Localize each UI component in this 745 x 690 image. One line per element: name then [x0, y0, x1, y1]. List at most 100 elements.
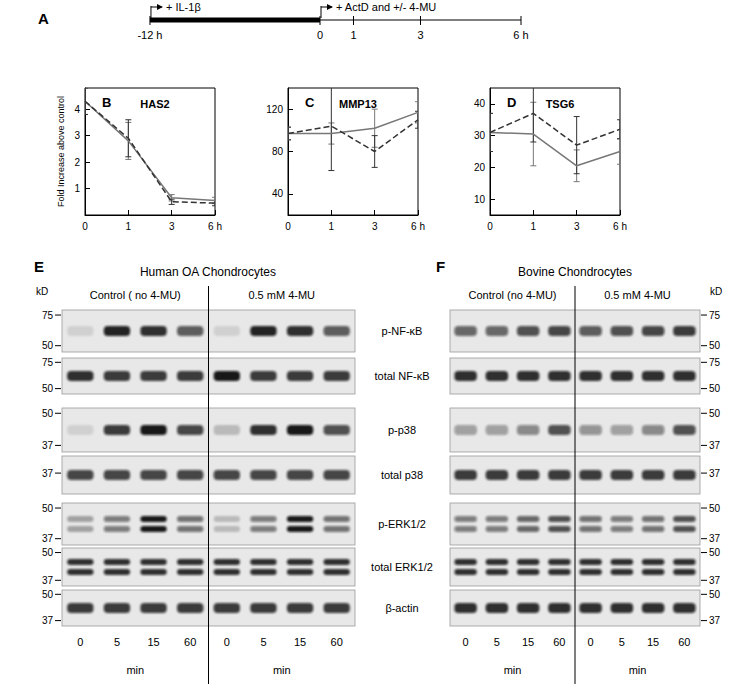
svg-text:0: 0	[317, 29, 323, 41]
svg-text:37: 37	[42, 575, 54, 586]
svg-text:min: min	[504, 664, 522, 676]
svg-text:HAS2: HAS2	[140, 98, 169, 110]
svg-text:50: 50	[42, 589, 54, 600]
svg-text:+ IL-1β: + IL-1β	[166, 1, 201, 13]
svg-text:2: 2	[74, 157, 80, 168]
svg-text:0.5 mM 4-MU: 0.5 mM 4-MU	[248, 289, 315, 301]
svg-text:6 h: 6 h	[613, 221, 627, 232]
svg-text:min: min	[629, 664, 647, 676]
svg-text:60: 60	[553, 636, 565, 648]
svg-text:37: 37	[42, 615, 54, 626]
svg-text:5: 5	[494, 636, 500, 648]
svg-text:4: 4	[74, 104, 80, 115]
svg-text:60: 60	[331, 636, 343, 648]
svg-text:1: 1	[126, 221, 132, 232]
svg-text:1: 1	[350, 29, 356, 41]
svg-text:75: 75	[42, 310, 54, 321]
svg-text:F: F	[436, 258, 445, 275]
svg-text:60: 60	[678, 636, 690, 648]
svg-text:37: 37	[709, 533, 721, 544]
svg-text:1: 1	[329, 221, 335, 232]
svg-text:37: 37	[709, 575, 721, 586]
svg-text:50: 50	[42, 408, 54, 419]
svg-text:10: 10	[474, 194, 486, 205]
svg-text:TSG6: TSG6	[546, 98, 575, 110]
svg-text:50: 50	[42, 503, 54, 514]
svg-text:15: 15	[647, 636, 659, 648]
svg-text:p-NF-κB: p-NF-κB	[382, 325, 423, 337]
svg-text:40: 40	[272, 188, 284, 199]
svg-text:p-p38: p-p38	[388, 424, 416, 436]
svg-text:0: 0	[77, 636, 83, 648]
svg-text:Control (no 4-MU): Control (no 4-MU)	[468, 289, 556, 301]
svg-text:37: 37	[42, 440, 54, 451]
svg-text:80: 80	[272, 146, 284, 157]
svg-text:1: 1	[74, 183, 80, 194]
svg-text:3: 3	[372, 221, 378, 232]
svg-text:30: 30	[474, 130, 486, 141]
svg-text:37: 37	[709, 615, 721, 626]
svg-text:3: 3	[74, 130, 80, 141]
svg-text:β-actin: β-actin	[385, 602, 418, 614]
svg-text:0: 0	[285, 221, 291, 232]
svg-text:min: min	[273, 664, 291, 676]
svg-text:min: min	[126, 664, 144, 676]
svg-text:37: 37	[42, 468, 54, 479]
svg-text:50: 50	[42, 547, 54, 558]
svg-text:C: C	[305, 95, 315, 110]
svg-text:3: 3	[574, 221, 580, 232]
svg-text:Human OA Chondrocytes: Human OA Chondrocytes	[140, 265, 276, 279]
svg-text:6 h: 6 h	[513, 29, 528, 41]
svg-text:75: 75	[42, 357, 54, 368]
svg-text:120: 120	[266, 104, 283, 115]
svg-text:50: 50	[709, 547, 721, 558]
svg-text:0: 0	[224, 636, 230, 648]
svg-text:20: 20	[474, 162, 486, 173]
svg-text:total NF-κB: total NF-κB	[374, 370, 429, 382]
svg-text:15: 15	[522, 636, 534, 648]
svg-text:0: 0	[82, 221, 88, 232]
svg-text:15: 15	[147, 636, 159, 648]
svg-text:A: A	[38, 10, 49, 27]
svg-text:75: 75	[709, 357, 721, 368]
svg-text:1: 1	[531, 221, 537, 232]
svg-text:B: B	[102, 95, 111, 110]
svg-text:37: 37	[709, 440, 721, 451]
svg-text:5: 5	[114, 636, 120, 648]
svg-text:40: 40	[474, 98, 486, 109]
svg-text:D: D	[507, 95, 516, 110]
svg-text:50: 50	[709, 408, 721, 419]
svg-text:+ ActD and +/- 4-MU: + ActD and +/- 4-MU	[336, 1, 436, 13]
svg-text:kD: kD	[710, 286, 722, 297]
svg-text:6 h: 6 h	[411, 221, 425, 232]
svg-text:Control ( no 4-MU): Control ( no 4-MU)	[90, 289, 181, 301]
svg-text:E: E	[34, 258, 44, 275]
svg-text:50: 50	[709, 340, 721, 351]
svg-text:0.5 mM 4-MU: 0.5 mM 4-MU	[604, 289, 671, 301]
svg-text:kD: kD	[36, 286, 48, 297]
svg-text:3: 3	[169, 221, 175, 232]
svg-text:Fold Increase above control: Fold Increase above control	[56, 96, 66, 207]
svg-text:-12 h: -12 h	[137, 29, 162, 41]
svg-text:5: 5	[619, 636, 625, 648]
svg-text:37: 37	[709, 468, 721, 479]
svg-text:MMP13: MMP13	[339, 98, 377, 110]
svg-text:3: 3	[417, 29, 423, 41]
svg-text:50: 50	[42, 383, 54, 394]
svg-text:37: 37	[42, 533, 54, 544]
svg-text:50: 50	[42, 340, 54, 351]
svg-text:Bovine Chondrocytes: Bovine Chondrocytes	[518, 265, 632, 279]
svg-text:50: 50	[709, 383, 721, 394]
svg-text:total ERK1/2: total ERK1/2	[371, 561, 433, 573]
svg-text:total p38: total p38	[381, 469, 423, 481]
svg-text:p-ERK1/2: p-ERK1/2	[378, 518, 426, 530]
svg-text:0: 0	[588, 636, 594, 648]
svg-text:0: 0	[487, 221, 493, 232]
svg-text:60: 60	[184, 636, 196, 648]
svg-text:0: 0	[463, 636, 469, 648]
svg-text:15: 15	[294, 636, 306, 648]
svg-text:50: 50	[709, 503, 721, 514]
svg-text:50: 50	[709, 589, 721, 600]
svg-text:75: 75	[709, 310, 721, 321]
svg-text:5: 5	[260, 636, 266, 648]
